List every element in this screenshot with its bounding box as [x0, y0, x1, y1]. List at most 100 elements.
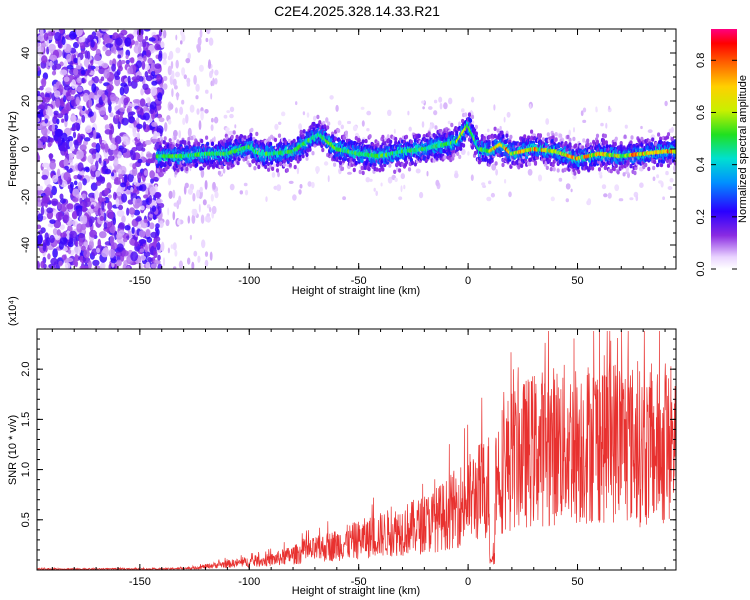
- heat-cell: [37, 117, 40, 123]
- heat-cell: [235, 134, 239, 140]
- heat-cell: [56, 113, 64, 119]
- heat-cell: [175, 59, 179, 69]
- heat-cell: [172, 211, 176, 221]
- heat-cell: [195, 95, 199, 100]
- heat-cell: [365, 177, 371, 183]
- heat-cell: [417, 133, 421, 139]
- heat-cell: [135, 142, 144, 151]
- heat-cell: [439, 102, 443, 110]
- heat-cell: [51, 70, 57, 76]
- heat-cell: [222, 138, 226, 143]
- heat-cell: [80, 223, 87, 231]
- heat-cell: [487, 141, 491, 146]
- heat-cell: [366, 128, 370, 132]
- heat-cell: [393, 169, 397, 174]
- heat-cell: [97, 238, 102, 249]
- heat-cell: [126, 207, 130, 216]
- heat-cell: [325, 117, 329, 123]
- heat-cell: [265, 196, 268, 203]
- heat-cell: [126, 103, 133, 108]
- heat-cell: [438, 96, 443, 103]
- heat-cell: [174, 107, 178, 114]
- heat-cell: [160, 41, 165, 49]
- heat-cell: [149, 257, 153, 262]
- heat-cell: [302, 111, 306, 116]
- heat-cell: [121, 117, 129, 126]
- heat-cell: [146, 153, 154, 158]
- heat-cell: [101, 93, 106, 102]
- heat-cell: [61, 118, 65, 123]
- heat-cell: [64, 262, 71, 269]
- heat-cell: [205, 37, 209, 43]
- heat-cell: [75, 96, 80, 106]
- heat-cell: [185, 166, 189, 172]
- heat-cell: [281, 111, 286, 117]
- heat-cell: [103, 222, 108, 230]
- heat-cell: [344, 130, 348, 135]
- heat-cell: [66, 103, 70, 111]
- heat-cell: [105, 38, 114, 44]
- heat-cell: [129, 238, 136, 246]
- heat-cell: [144, 71, 149, 78]
- heat-cell: [91, 164, 97, 172]
- heat-cell: [105, 49, 112, 57]
- heat-cell: [143, 218, 149, 223]
- heat-cell: [161, 241, 165, 252]
- heat-cell: [90, 59, 94, 66]
- heat-cell: [358, 169, 362, 175]
- heat-cell: [73, 246, 82, 255]
- heat-cell: [211, 205, 217, 215]
- heat-cell: [223, 114, 228, 119]
- heat-cell: [305, 152, 309, 157]
- heat-cell: [103, 114, 109, 121]
- heat-cell: [407, 110, 410, 116]
- heat-cell: [197, 255, 201, 263]
- heat-cell: [107, 95, 111, 105]
- heat-cell: [670, 126, 675, 133]
- heat-cell: [150, 231, 158, 238]
- heat-cell: [153, 239, 158, 248]
- heat-cell: [398, 168, 402, 173]
- heat-cell: [49, 153, 53, 161]
- heat-cell: [37, 96, 43, 105]
- heat-cell: [504, 179, 507, 184]
- heat-cell: [565, 183, 571, 190]
- heat-cell: [92, 153, 96, 160]
- heat-cell: [185, 145, 189, 150]
- heat-cell: [191, 214, 196, 224]
- heat-cell: [83, 140, 88, 146]
- heat-cell: [99, 191, 103, 202]
- heat-cell: [166, 164, 170, 170]
- heat-cell: [200, 169, 205, 178]
- heat-cell: [68, 140, 74, 148]
- heat-cell: [366, 110, 372, 116]
- heat-cell: [103, 69, 110, 79]
- heat-cell: [63, 246, 68, 252]
- heat-cell: [243, 182, 248, 187]
- heat-cell: [421, 121, 425, 128]
- heat-cell: [37, 224, 42, 230]
- heat-cell: [271, 172, 276, 178]
- heat-cell: [214, 78, 218, 85]
- heat-cell: [130, 57, 135, 64]
- heat-cell: [183, 140, 187, 145]
- heat-cell: [88, 239, 94, 250]
- heat-cell: [75, 29, 83, 37]
- heat-cell: [57, 168, 61, 177]
- heat-cell: [162, 257, 166, 267]
- heat-cell: [72, 188, 80, 197]
- heat-cell: [381, 134, 385, 140]
- heat-cell: [338, 160, 343, 165]
- heat-cell: [83, 137, 91, 142]
- heat-cell: [154, 43, 161, 51]
- heat-cell: [73, 67, 79, 76]
- heat-cell: [187, 52, 191, 60]
- heat-cell: [91, 204, 94, 209]
- heat-cell: [187, 188, 193, 195]
- heat-cell: [337, 128, 341, 133]
- heat-cell: [340, 124, 344, 130]
- heat-cell: [135, 217, 142, 222]
- heat-cell: [54, 63, 62, 70]
- heat-cell: [647, 129, 653, 134]
- heat-cell: [158, 117, 165, 123]
